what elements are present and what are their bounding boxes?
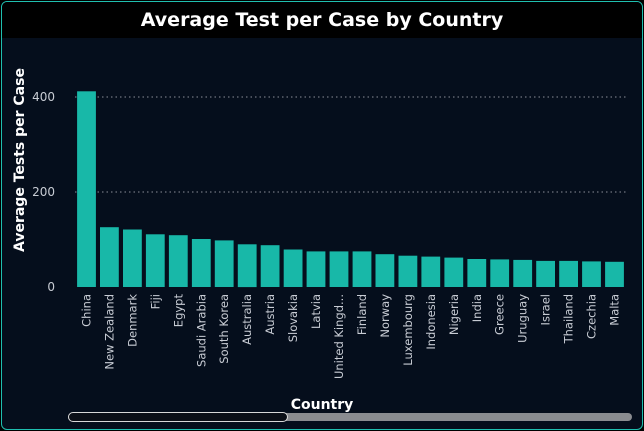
x-tick-label: Israel xyxy=(539,294,553,325)
x-tick-label: Greece xyxy=(493,294,507,335)
bar-luxembourg[interactable] xyxy=(398,255,418,287)
bar-greece[interactable] xyxy=(490,259,510,287)
x-tick-label: Indonesia xyxy=(424,294,438,350)
bar-slovakia[interactable] xyxy=(283,249,303,288)
x-tick-label: Latvia xyxy=(309,294,323,329)
x-tick-label: Austria xyxy=(263,294,277,335)
bar-australia[interactable] xyxy=(237,244,257,288)
x-tick-label: Fiji xyxy=(148,294,162,309)
y-tick-label: 0 xyxy=(47,280,55,294)
chart-title: Average Test per Case by Country xyxy=(2,2,642,38)
bar-austria[interactable] xyxy=(260,245,280,287)
bar-united-kingd-[interactable] xyxy=(329,251,349,287)
bar-uruguay[interactable] xyxy=(513,259,533,287)
bar-norway[interactable] xyxy=(375,254,395,287)
bar-finland[interactable] xyxy=(352,251,372,287)
x-tick-label: Finland xyxy=(355,294,369,335)
bar-czechia[interactable] xyxy=(582,261,601,287)
x-tick-label: Egypt xyxy=(171,294,185,328)
bar-thailand[interactable] xyxy=(559,260,578,287)
y-axis-label: Average Tests per Case xyxy=(12,68,28,252)
x-tick-label: Uruguay xyxy=(516,294,530,343)
x-tick-label: China xyxy=(80,294,94,327)
x-axis-label: Country xyxy=(290,397,354,413)
x-tick-label: Saudi Arabia xyxy=(194,294,208,367)
horizontal-scrollbar-track[interactable] xyxy=(68,413,632,421)
x-tick-label: Nigeria xyxy=(447,294,461,335)
bar-new-zealand[interactable] xyxy=(100,227,119,287)
x-tick-label: New Zealand xyxy=(102,294,116,370)
x-tick-label: Norway xyxy=(378,294,392,338)
bar-denmark[interactable] xyxy=(123,229,142,288)
bar-indonesia[interactable] xyxy=(421,256,441,287)
bar-china[interactable] xyxy=(77,91,96,287)
bar-egypt[interactable] xyxy=(168,235,188,287)
bar-saudi-arabia[interactable] xyxy=(191,239,211,287)
x-tick-label: Luxembourg xyxy=(401,294,415,366)
x-tick-label: Australia xyxy=(240,294,254,345)
x-tick-label: India xyxy=(470,294,484,322)
x-tick-label: Malta xyxy=(608,294,622,326)
horizontal-scrollbar-thumb[interactable] xyxy=(68,412,288,422)
bar-nigeria[interactable] xyxy=(444,257,464,287)
x-tick-label: Thailand xyxy=(562,294,576,344)
bar-south-korea[interactable] xyxy=(214,240,234,287)
x-tick-label: South Korea xyxy=(217,294,231,364)
x-tick-label: Czechia xyxy=(585,294,599,339)
x-tick-label: United Kingd... xyxy=(332,294,346,379)
bar-latvia[interactable] xyxy=(306,251,326,287)
bar-israel[interactable] xyxy=(536,260,555,287)
x-tick-label: Denmark xyxy=(125,294,139,347)
y-tick-label: 400 xyxy=(32,90,55,104)
bar-india[interactable] xyxy=(467,259,487,287)
x-tick-label: Slovakia xyxy=(286,294,300,342)
bar-fiji[interactable] xyxy=(145,234,165,287)
y-tick-label: 200 xyxy=(32,185,55,199)
bar-malta[interactable] xyxy=(605,261,624,287)
